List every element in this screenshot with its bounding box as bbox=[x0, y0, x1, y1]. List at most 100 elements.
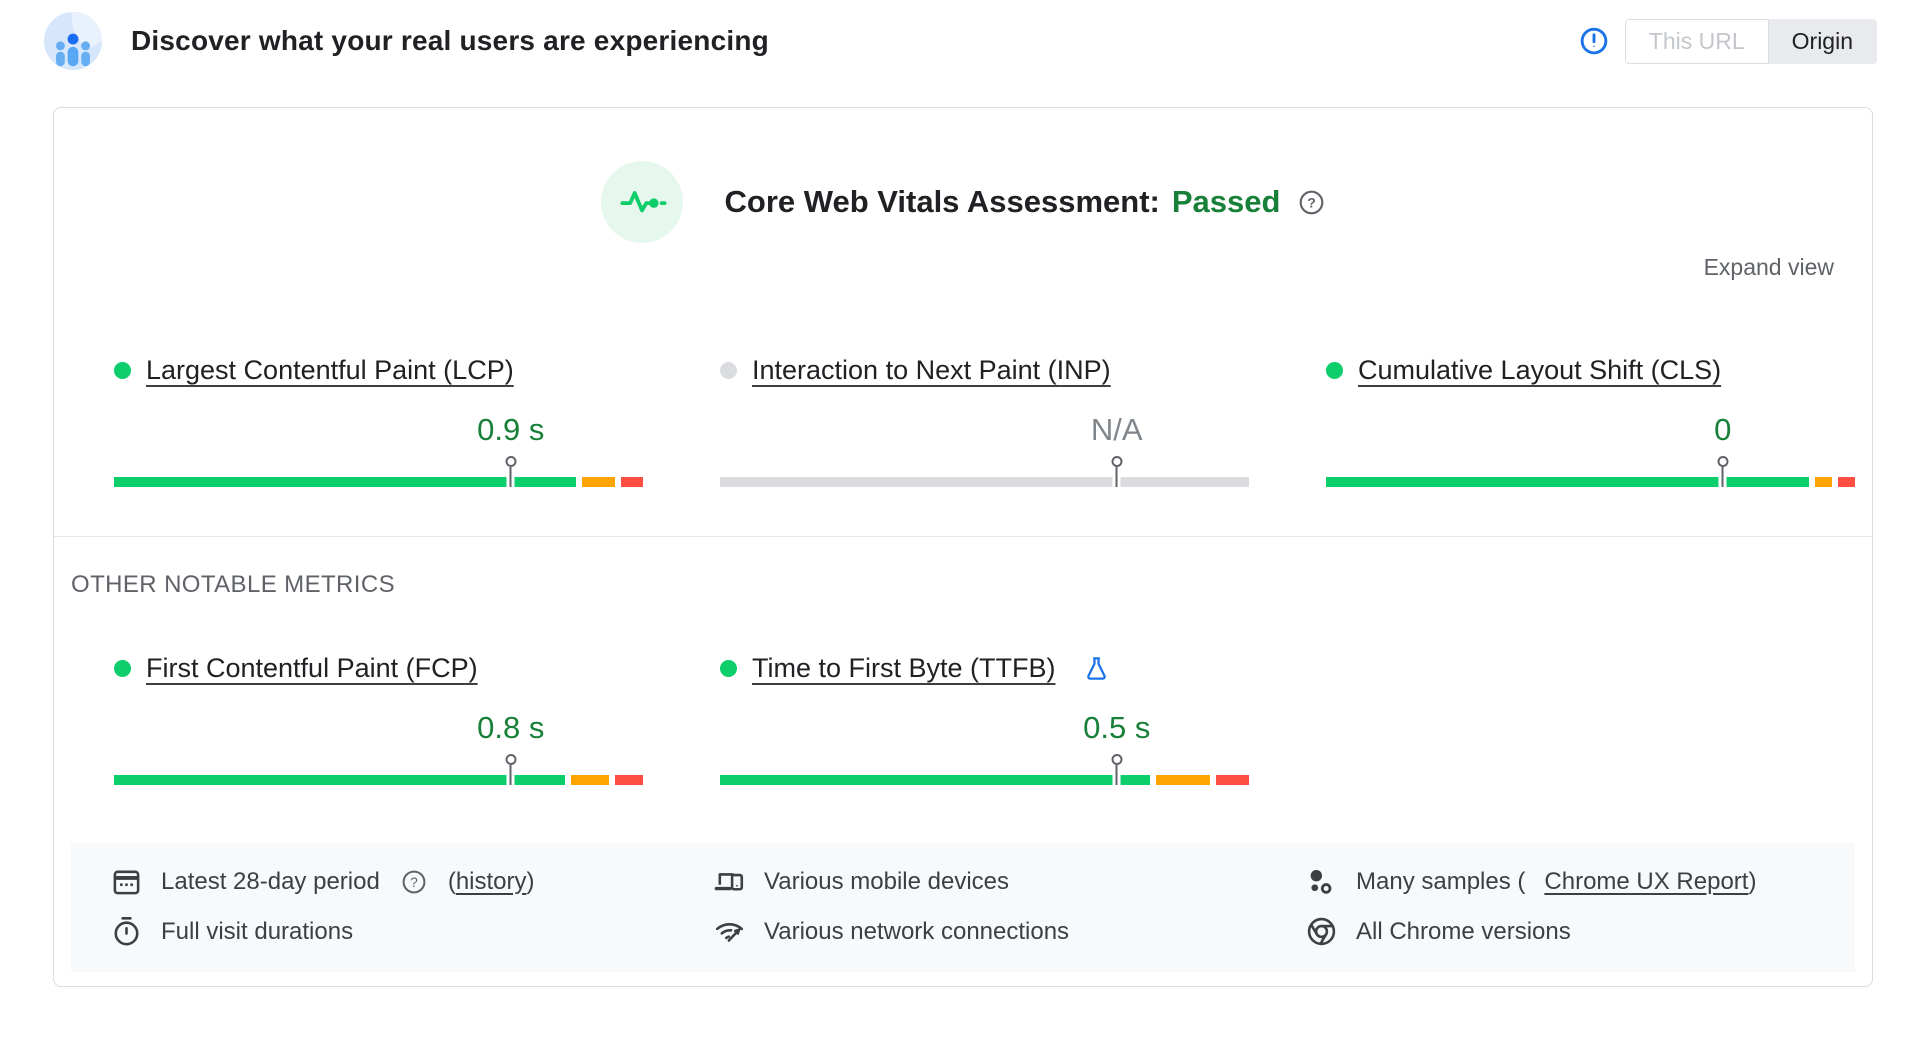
metric-label-cls[interactable]: Cumulative Layout Shift (CLS) bbox=[1358, 354, 1722, 385]
data-source-text: Various network connections bbox=[764, 917, 1070, 945]
data-source-item: Latest 28-day period? (history) bbox=[111, 866, 714, 897]
metric-status-dot bbox=[720, 659, 737, 677]
metric-fcp: First Contentful Paint (FCP) 0.8 s bbox=[114, 651, 643, 785]
data-source-item: All Chrome versions bbox=[1306, 916, 1855, 947]
data-source-text: Many samples ( bbox=[1356, 867, 1526, 895]
metric-status-dot bbox=[720, 361, 737, 379]
p75-marker bbox=[1111, 754, 1123, 785]
p75-marker-stem bbox=[1718, 467, 1727, 487]
metric-label-inp[interactable]: Interaction to Next Paint (INP) bbox=[752, 354, 1111, 385]
metric-value-cls: 0 bbox=[1714, 412, 1732, 447]
data-source-text: Various mobile devices bbox=[764, 867, 1010, 895]
other-metrics-row: First Contentful Paint (FCP) 0.8 s Time to… bbox=[114, 651, 1855, 785]
stopwatch-icon bbox=[111, 916, 142, 947]
metric-ttfb: Time to First Byte (TTFB) 0.5 s bbox=[720, 651, 1249, 785]
metric-label-ttfb[interactable]: Time to First Byte (TTFB) bbox=[752, 652, 1056, 683]
metric-value-fcp: 0.8 s bbox=[477, 710, 545, 745]
top-bar: Discover what your real users are experi… bbox=[0, 0, 1920, 82]
p75-marker-head bbox=[505, 456, 517, 467]
assessment-title: Core Web Vitals Assessment: bbox=[724, 184, 1160, 219]
metric-distribution-bar-fcp bbox=[114, 775, 643, 785]
assessment-header: Core Web Vitals Assessment: Passed ? bbox=[54, 108, 1872, 243]
p75-marker-stem bbox=[506, 765, 515, 785]
core-metrics-row: Largest Contentful Paint (LCP) 0.9 s Inter… bbox=[114, 353, 1855, 487]
origin-button[interactable]: Origin bbox=[1768, 18, 1877, 64]
bar-segment bbox=[1326, 477, 1809, 487]
calendar-icon bbox=[111, 866, 142, 897]
devices-icon bbox=[714, 866, 745, 897]
url-origin-toggle: This URL Origin bbox=[1624, 18, 1877, 64]
other-metrics-heading: OTHER NOTABLE METRICS bbox=[71, 571, 395, 598]
expand-view-link[interactable]: Expand view bbox=[1703, 254, 1834, 280]
metric-status-dot bbox=[1326, 361, 1343, 379]
p75-marker-stem bbox=[1112, 765, 1121, 785]
bar-segment bbox=[720, 477, 1249, 487]
metric-label-lcp[interactable]: Largest Contentful Paint (LCP) bbox=[146, 354, 514, 385]
help-icon[interactable]: ? bbox=[1298, 189, 1325, 216]
metric-cls: Cumulative Layout Shift (CLS) 0 bbox=[1326, 353, 1855, 487]
link-suffix: ) bbox=[526, 867, 535, 895]
field-data-card: Core Web Vitals Assessment: Passed ? Exp… bbox=[53, 107, 1873, 987]
metric-distribution-bar-lcp bbox=[114, 477, 643, 487]
bar-segment bbox=[1215, 775, 1249, 785]
page-title: Discover what your real users are experi… bbox=[131, 25, 769, 56]
p75-marker-stem bbox=[506, 467, 515, 487]
p75-marker bbox=[505, 754, 517, 785]
bar-segment bbox=[1837, 477, 1855, 487]
bar-segment bbox=[581, 477, 615, 487]
data-source-text: All Chrome versions bbox=[1356, 917, 1571, 945]
pulse-icon bbox=[600, 161, 683, 243]
metric-distribution-bar-ttfb bbox=[720, 775, 1249, 785]
bar-segment bbox=[570, 775, 610, 785]
flask-icon[interactable] bbox=[1083, 655, 1110, 682]
metric-value-lcp: 0.9 s bbox=[477, 412, 545, 447]
data-source-linkwrap: Chrome UX Report) bbox=[1544, 868, 1756, 896]
data-source-link[interactable]: Chrome UX Report bbox=[1544, 867, 1749, 895]
bar-segment bbox=[114, 775, 565, 785]
assessment-result: Passed bbox=[1171, 184, 1281, 219]
metric-value-inp: N/A bbox=[1090, 412, 1143, 447]
link-suffix: ) bbox=[1748, 867, 1757, 895]
svg-text:?: ? bbox=[410, 874, 418, 889]
metric-status-dot bbox=[114, 659, 131, 677]
data-sources-strip: Latest 28-day period? (history) Full visit… bbox=[71, 843, 1855, 972]
p75-marker-head bbox=[1111, 754, 1123, 765]
metric-distribution-bar-inp bbox=[720, 477, 1249, 487]
bar-segment bbox=[620, 477, 643, 487]
chrome-icon bbox=[1306, 916, 1337, 947]
section-divider bbox=[54, 536, 1872, 537]
data-source-link[interactable]: history bbox=[455, 867, 527, 895]
p75-marker-head bbox=[1111, 456, 1123, 467]
this-url-button[interactable]: This URL bbox=[1624, 18, 1769, 64]
p75-marker-stem bbox=[1112, 467, 1121, 487]
samples-icon bbox=[1306, 866, 1337, 897]
metric-inp: Interaction to Next Paint (INP) N/A bbox=[720, 353, 1249, 487]
users-logo-icon bbox=[42, 10, 104, 72]
help-icon[interactable]: ? bbox=[401, 869, 427, 895]
bar-segment bbox=[1814, 477, 1832, 487]
p75-marker bbox=[1111, 456, 1123, 487]
data-source-text: Full visit durations bbox=[161, 917, 354, 945]
data-source-item: Full visit durations bbox=[111, 916, 714, 947]
p75-marker bbox=[505, 456, 517, 487]
metric-value-ttfb: 0.5 s bbox=[1083, 710, 1151, 745]
data-source-item: Many samples ( Chrome UX Report) bbox=[1306, 866, 1855, 897]
bar-segment bbox=[114, 477, 576, 487]
data-source-item: Various mobile devices bbox=[714, 866, 1306, 897]
link-prefix: ( bbox=[447, 867, 456, 895]
alert-circle-icon[interactable] bbox=[1579, 26, 1609, 56]
bar-segment bbox=[720, 775, 1150, 785]
bar-segment bbox=[615, 775, 643, 785]
metric-lcp: Largest Contentful Paint (LCP) 0.9 s bbox=[114, 353, 643, 487]
bar-segment bbox=[1155, 775, 1210, 785]
data-source-item: Various network connections bbox=[714, 916, 1306, 947]
metric-status-dot bbox=[114, 361, 131, 379]
data-source-text: Latest 28-day period bbox=[161, 867, 380, 895]
data-source-linkwrap: (history) bbox=[448, 868, 535, 896]
svg-text:?: ? bbox=[1308, 194, 1317, 210]
network-icon bbox=[714, 916, 745, 947]
p75-marker bbox=[1717, 456, 1729, 487]
p75-marker-head bbox=[1717, 456, 1729, 467]
metric-distribution-bar-cls bbox=[1326, 477, 1855, 487]
metric-label-fcp[interactable]: First Contentful Paint (FCP) bbox=[146, 652, 478, 683]
